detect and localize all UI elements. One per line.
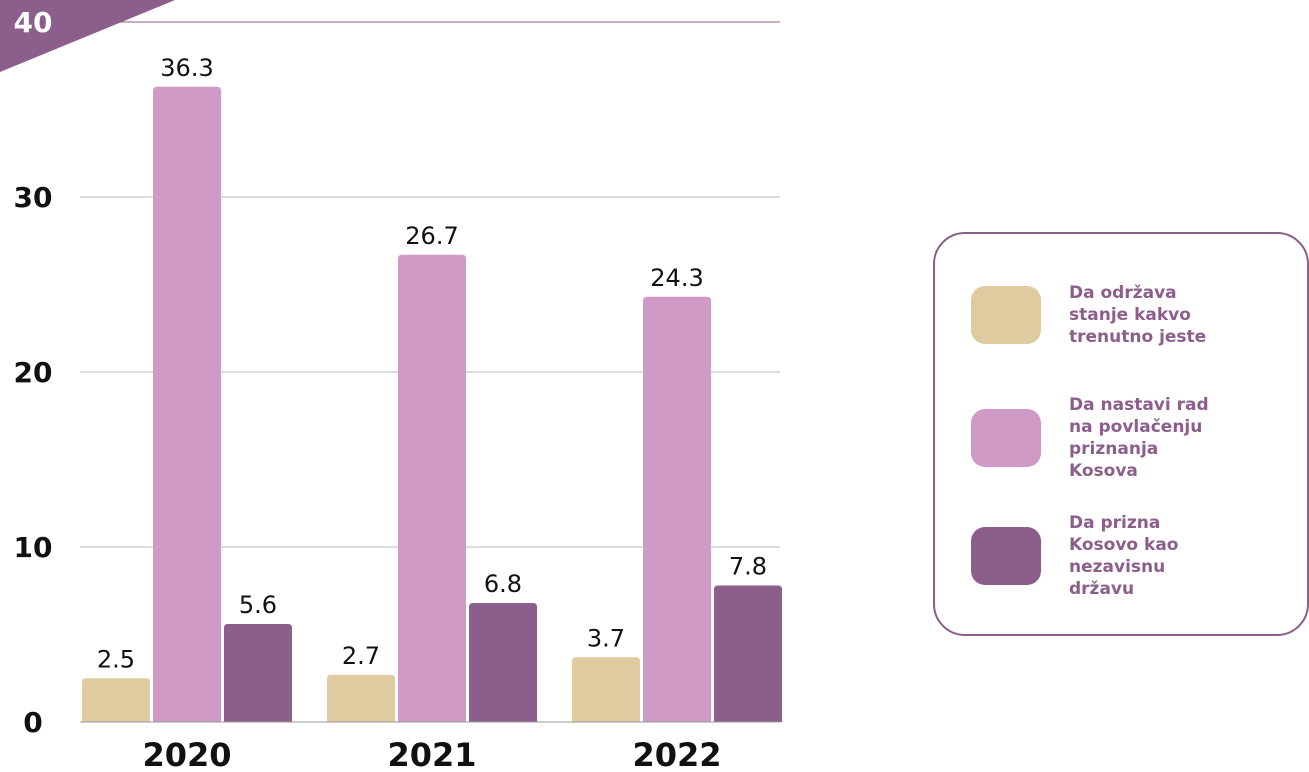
y-tick-label: 30 xyxy=(14,181,53,214)
value-label: 3.7 xyxy=(587,624,625,652)
y-tick-label: 40 xyxy=(14,6,53,39)
legend-item: Da nastavi rad na povlačenju priznanja K… xyxy=(971,394,1229,482)
value-label: 7.8 xyxy=(729,553,767,581)
bar xyxy=(714,585,782,722)
value-label: 6.8 xyxy=(484,570,522,598)
legend-label: Da prizna Kosovo kao nezavisnu državu xyxy=(1069,513,1179,599)
y-tick-label: 0 xyxy=(23,706,42,739)
legend-item: Da održava stanje kakvo trenutno jeste xyxy=(971,282,1229,348)
legend-item: Da prizna Kosovo kao nezavisnu državu xyxy=(971,512,1229,600)
legend-label: Da nastavi rad na povlačenju priznanja K… xyxy=(1069,395,1209,481)
value-label: 2.7 xyxy=(342,642,380,670)
value-label: 2.5 xyxy=(97,645,135,673)
legend-swatch xyxy=(971,286,1041,344)
legend-label: Da održava stanje kakvo trenutno jeste xyxy=(1069,283,1207,347)
bar xyxy=(643,296,711,722)
legend: Da održava stanje kakvo trenutno jeste Da… xyxy=(933,232,1309,636)
bar xyxy=(224,624,292,722)
legend-swatch xyxy=(971,527,1041,585)
x-tick-label: 2022 xyxy=(632,736,721,772)
y-tick-label: 20 xyxy=(14,356,53,389)
y-tick-label: 10 xyxy=(14,531,53,564)
bar xyxy=(572,657,640,722)
bar xyxy=(327,674,395,722)
value-label: 24.3 xyxy=(650,264,703,292)
value-label: 26.7 xyxy=(405,222,458,250)
value-label: 36.3 xyxy=(160,54,213,82)
bar xyxy=(398,254,466,722)
x-tick-label: 2020 xyxy=(142,736,231,772)
bar xyxy=(153,86,221,722)
bar xyxy=(469,603,537,722)
x-tick-label: 2021 xyxy=(387,736,476,772)
bar xyxy=(82,678,150,722)
corner-shape xyxy=(0,0,175,72)
value-label: 5.6 xyxy=(239,591,277,619)
legend-swatch xyxy=(971,409,1041,467)
